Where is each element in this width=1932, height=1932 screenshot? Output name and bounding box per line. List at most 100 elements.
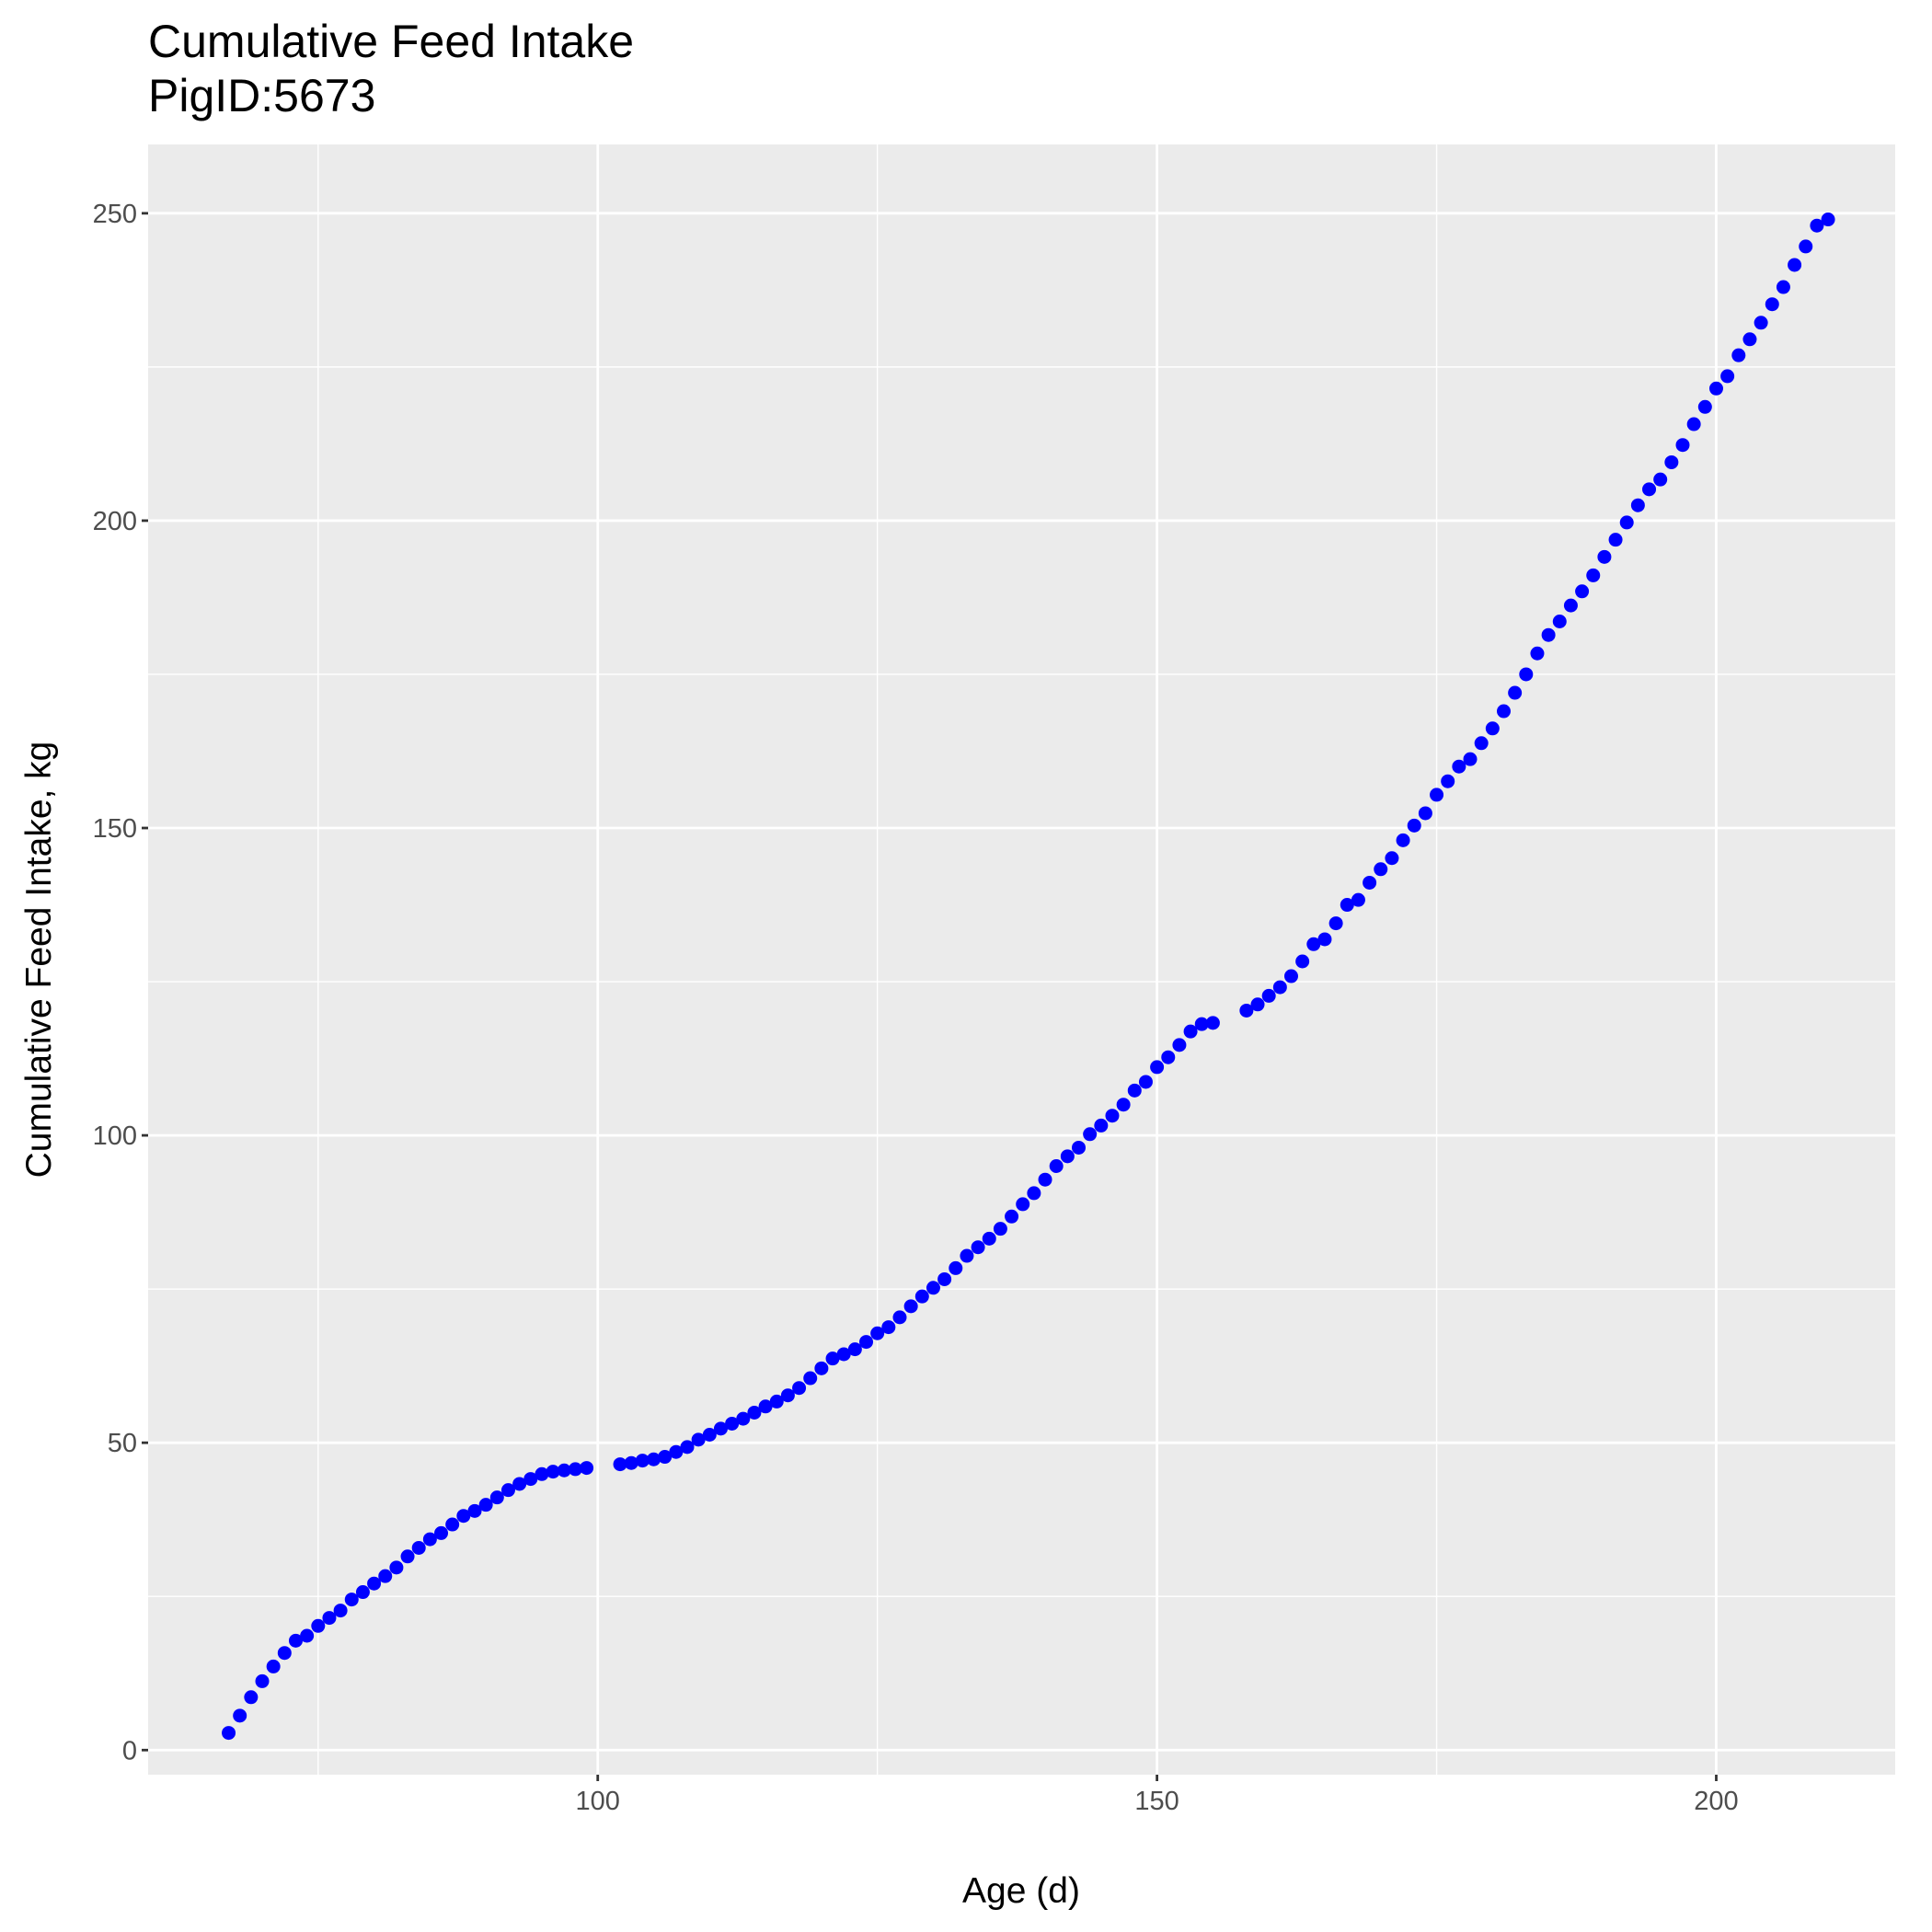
point — [1563, 598, 1578, 613]
point — [456, 1509, 471, 1524]
point — [780, 1388, 795, 1403]
point — [903, 1299, 918, 1314]
point — [255, 1673, 270, 1688]
point — [1239, 1003, 1254, 1018]
point — [1027, 1186, 1041, 1201]
point — [1105, 1109, 1120, 1123]
point — [859, 1335, 874, 1350]
point — [300, 1628, 315, 1643]
point — [926, 1281, 940, 1295]
point — [422, 1532, 437, 1547]
point — [1731, 348, 1746, 362]
x-axis-title: Age (d) — [962, 1871, 1080, 1911]
point — [512, 1477, 527, 1491]
point — [1720, 369, 1735, 384]
point — [1485, 721, 1500, 736]
point — [993, 1222, 1007, 1236]
point — [680, 1440, 695, 1455]
point — [1116, 1098, 1131, 1112]
point — [1272, 980, 1287, 995]
point — [1083, 1127, 1098, 1142]
point — [1283, 969, 1298, 983]
point — [1261, 988, 1276, 1003]
point — [613, 1457, 627, 1472]
point — [1776, 280, 1790, 294]
point — [1205, 1016, 1220, 1030]
chart-title: Cumulative Feed Intake — [148, 16, 634, 67]
point — [1653, 472, 1668, 487]
point — [1138, 1075, 1153, 1089]
y-tick-label: 50 — [108, 1429, 137, 1458]
point — [658, 1450, 673, 1465]
point — [635, 1454, 650, 1468]
point — [914, 1289, 929, 1304]
point — [244, 1690, 259, 1705]
point — [1575, 584, 1590, 599]
point — [344, 1593, 359, 1607]
point — [434, 1525, 449, 1540]
y-axis-title: Cumulative Feed Intake, kg — [19, 742, 59, 1179]
point — [222, 1726, 236, 1741]
chart-subtitle: PigID:5673 — [148, 70, 375, 121]
point — [1049, 1159, 1064, 1174]
point — [266, 1659, 281, 1673]
point — [445, 1517, 460, 1532]
point — [1765, 297, 1779, 312]
point — [1664, 454, 1679, 469]
point — [1754, 316, 1768, 330]
point — [333, 1604, 348, 1618]
point — [1519, 667, 1534, 682]
point — [1340, 898, 1354, 913]
y-tick-label: 200 — [93, 507, 137, 536]
point — [233, 1708, 247, 1723]
point — [624, 1455, 638, 1470]
point — [1552, 615, 1567, 629]
y-tick-label: 100 — [93, 1121, 137, 1151]
point — [1150, 1060, 1165, 1075]
point — [769, 1394, 784, 1409]
point — [847, 1342, 862, 1357]
y-tick-label: 0 — [122, 1736, 137, 1765]
point — [725, 1416, 740, 1431]
point — [736, 1411, 751, 1426]
point — [1038, 1172, 1052, 1187]
point — [1597, 549, 1612, 564]
point — [478, 1498, 493, 1512]
point — [1697, 399, 1712, 414]
point — [1396, 833, 1410, 847]
point — [1452, 759, 1466, 774]
point — [400, 1549, 415, 1564]
point — [1441, 774, 1455, 788]
point — [949, 1260, 963, 1275]
point — [546, 1465, 560, 1479]
point — [1016, 1197, 1030, 1212]
point — [1250, 997, 1265, 1012]
point — [535, 1466, 549, 1481]
point — [937, 1271, 952, 1286]
point — [1161, 1050, 1176, 1064]
point — [1407, 818, 1421, 833]
point — [982, 1231, 996, 1246]
point — [836, 1347, 851, 1362]
point — [1430, 788, 1444, 802]
point — [1363, 875, 1377, 890]
point — [792, 1381, 807, 1396]
point — [825, 1351, 840, 1366]
point — [647, 1452, 661, 1466]
point — [971, 1240, 985, 1255]
point — [568, 1462, 582, 1477]
point — [322, 1611, 337, 1626]
x-tick-label: 150 — [1134, 1787, 1179, 1816]
point — [814, 1361, 829, 1375]
point — [367, 1576, 382, 1591]
point — [1530, 646, 1545, 661]
point — [1642, 482, 1657, 497]
point — [1608, 533, 1623, 547]
point — [1463, 752, 1478, 766]
point — [1418, 806, 1432, 821]
point — [1541, 627, 1556, 642]
x-tick-label: 200 — [1694, 1787, 1738, 1816]
point — [1799, 239, 1813, 254]
plot-panel — [148, 144, 1895, 1775]
